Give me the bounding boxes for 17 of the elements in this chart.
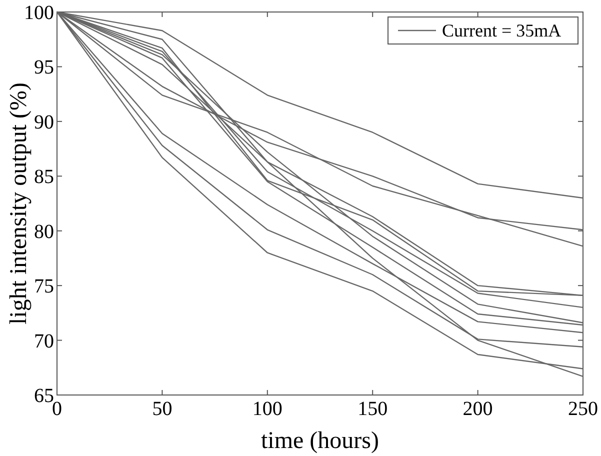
y-tick-label: 75	[34, 276, 54, 298]
y-tick-label: 70	[34, 330, 54, 352]
y-axis-title: light intensity output (%)	[6, 82, 32, 324]
y-tick-label: 90	[34, 111, 54, 134]
x-tick-label: 100	[252, 398, 282, 420]
x-tick-label: 200	[462, 398, 493, 420]
x-axis-title: time (hours)	[261, 428, 379, 454]
y-tick-label: 65	[34, 385, 54, 407]
x-tick-label: 150	[358, 398, 388, 420]
x-tick-label: 250	[568, 398, 598, 420]
legend-label: Current = 35mA	[442, 20, 562, 40]
x-tick-label: 0	[52, 398, 62, 420]
y-tick-label: 95	[34, 56, 54, 79]
x-tick-label: 50	[152, 398, 172, 420]
y-tick-label: 100	[24, 2, 54, 24]
y-tick-label: 80	[34, 220, 54, 243]
y-tick-label: 85	[34, 166, 54, 188]
